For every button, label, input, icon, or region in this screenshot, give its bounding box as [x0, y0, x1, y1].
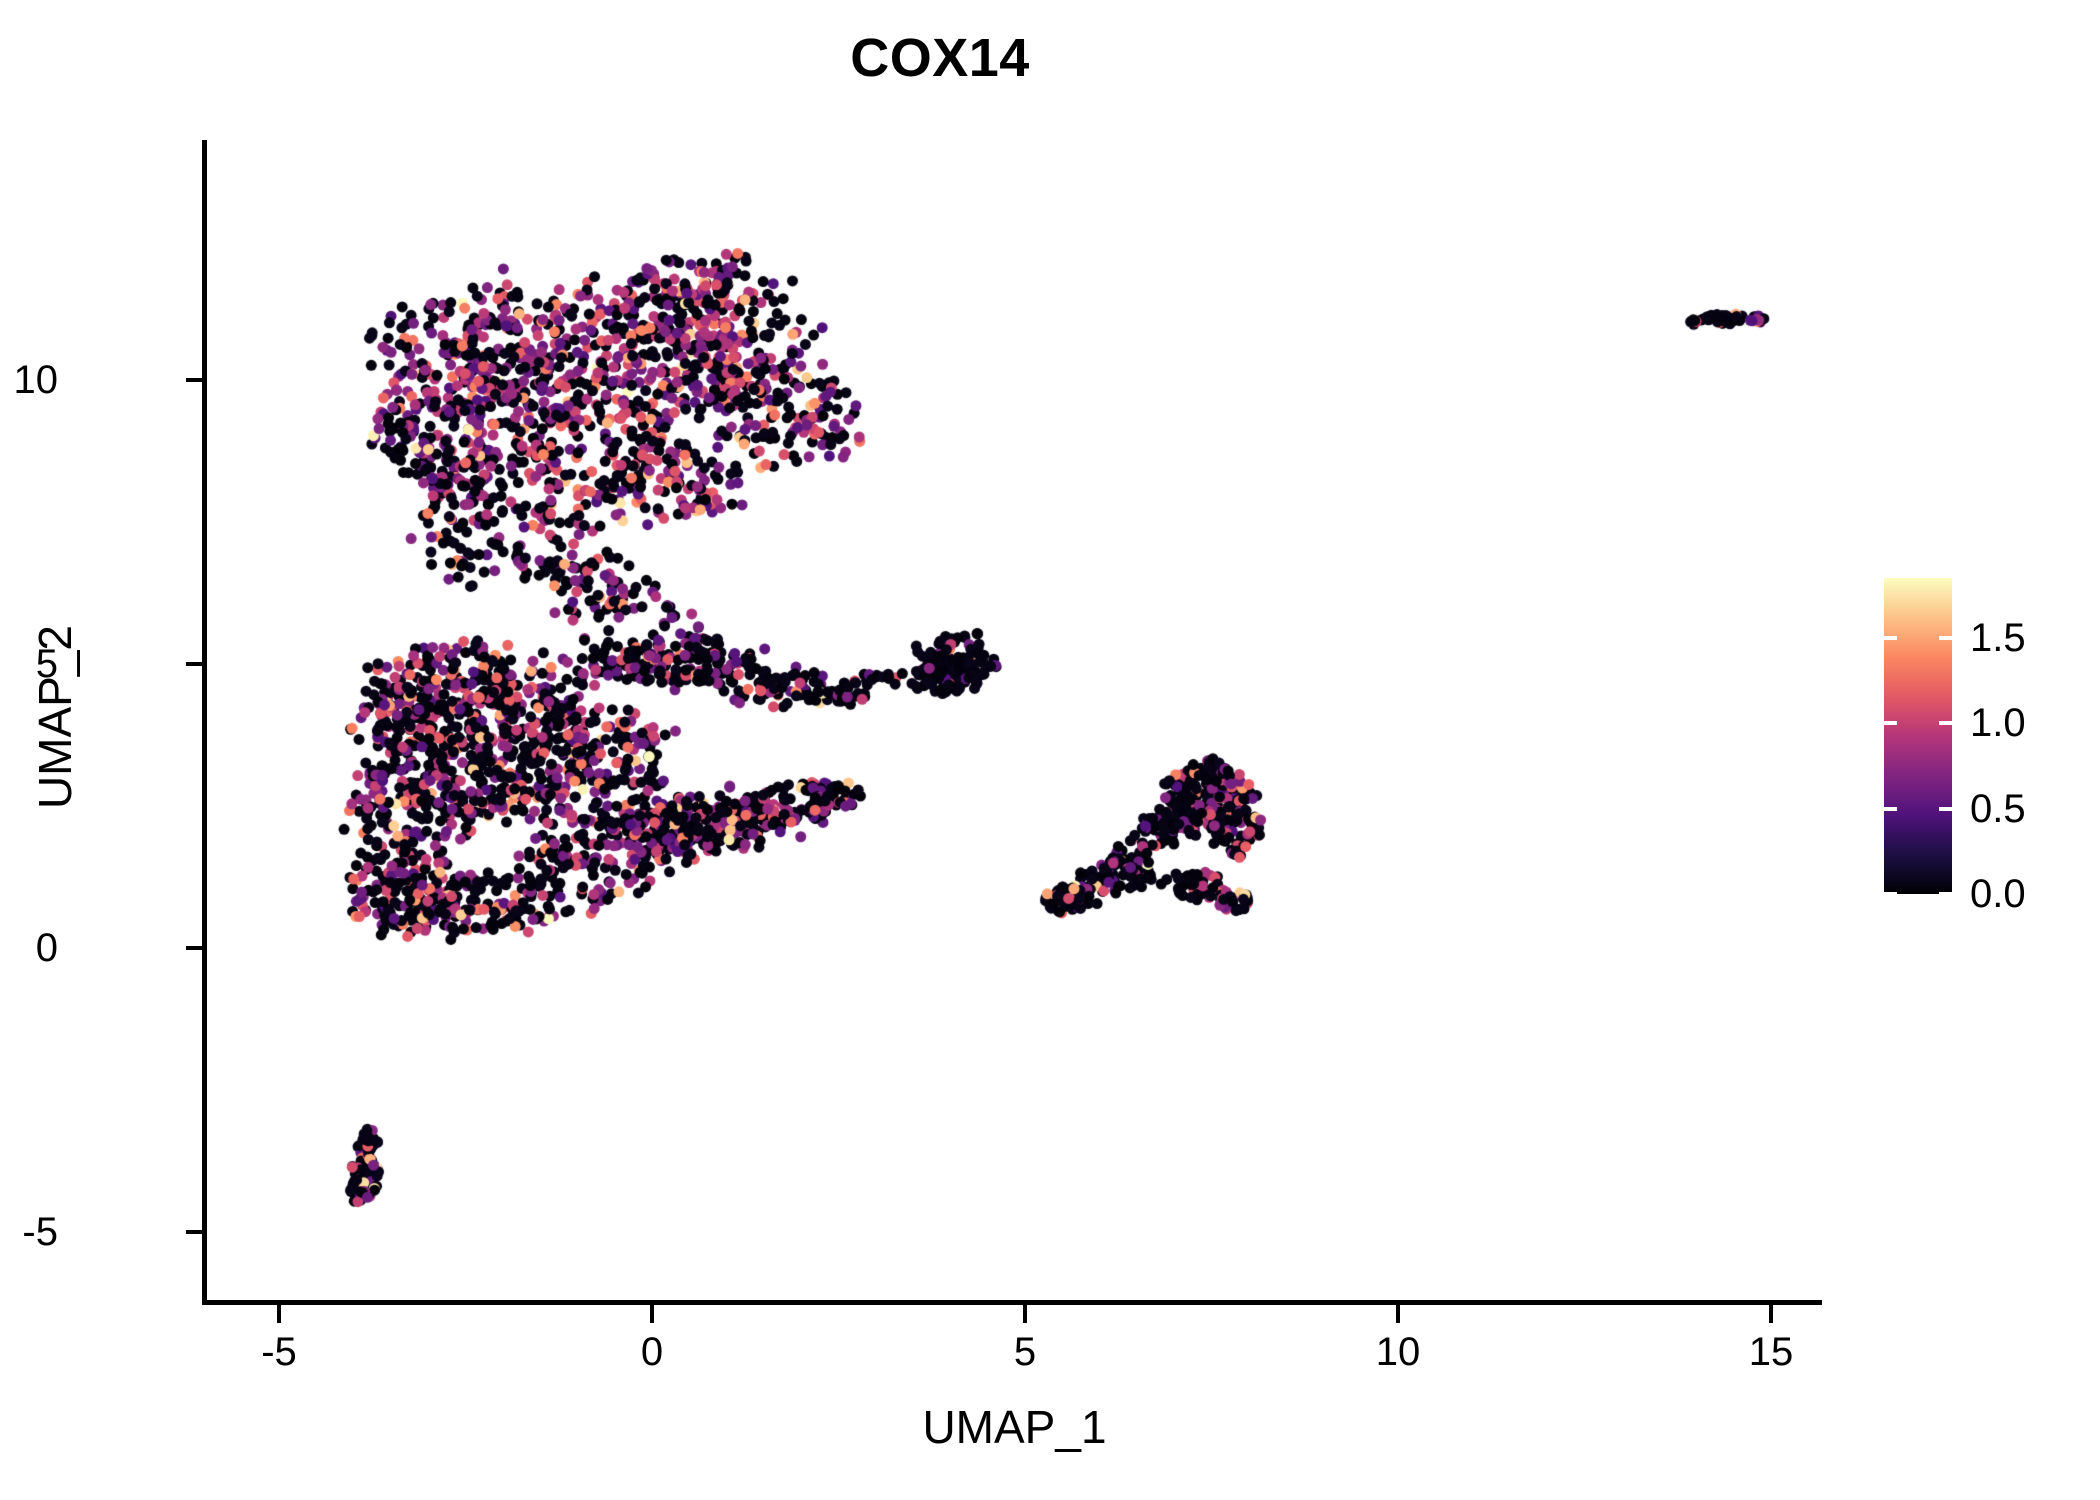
legend-tick-mark	[1884, 892, 1897, 896]
x-tick-label: 5	[1013, 1330, 1037, 1374]
color-legend[interactable]: 0.0 0.5 1.0 1.5	[1884, 578, 2094, 914]
x-axis-line	[202, 1300, 1822, 1305]
legend-tick-label: 0.0	[1970, 872, 2026, 916]
legend-tick-mark	[1939, 635, 1952, 640]
x-tick-mark	[277, 1305, 281, 1323]
x-tick-label: 15	[1748, 1330, 1794, 1374]
page-title: COX14	[850, 28, 1030, 88]
legend-tick-mark	[1939, 806, 1952, 811]
legend-tick-label: 0.5	[1970, 786, 2026, 831]
legend-tick-mark	[1939, 721, 1952, 726]
y-tick-label: 0	[35, 926, 58, 970]
y-tick-label: 10	[13, 358, 59, 402]
x-axis-title: UMAP_1	[922, 1401, 1107, 1453]
legend-colorbar	[1884, 578, 1952, 894]
legend-tick-mark	[1884, 721, 1897, 726]
y-tick-label: -5	[22, 1210, 58, 1254]
legend-tick-label: 1.0	[1970, 701, 2026, 746]
y-tick-mark	[186, 378, 203, 382]
scatter-plot-panel[interactable]	[207, 140, 1822, 1302]
legend-tick-label: 1.5	[1970, 615, 2026, 660]
legend-tick-mark	[1884, 806, 1897, 811]
y-tick-mark	[186, 1230, 203, 1234]
y-axis-line	[202, 140, 207, 1305]
x-tick-label: 10	[1375, 1330, 1421, 1374]
x-tick-mark	[650, 1305, 654, 1323]
legend-tick-mark	[1884, 635, 1897, 640]
x-tick-mark	[1396, 1305, 1400, 1323]
scatter-points-canvas	[207, 140, 1822, 1302]
y-tick-mark	[186, 946, 203, 950]
y-axis-title: UMAP_2	[29, 624, 81, 810]
x-tick-label: -5	[261, 1330, 297, 1374]
x-tick-mark	[1769, 1305, 1773, 1323]
x-tick-mark	[1023, 1305, 1027, 1323]
y-tick-label: 5	[35, 642, 58, 686]
x-tick-label: 0	[640, 1330, 664, 1374]
y-tick-mark	[186, 662, 203, 666]
legend-tick-mark	[1939, 892, 1952, 896]
